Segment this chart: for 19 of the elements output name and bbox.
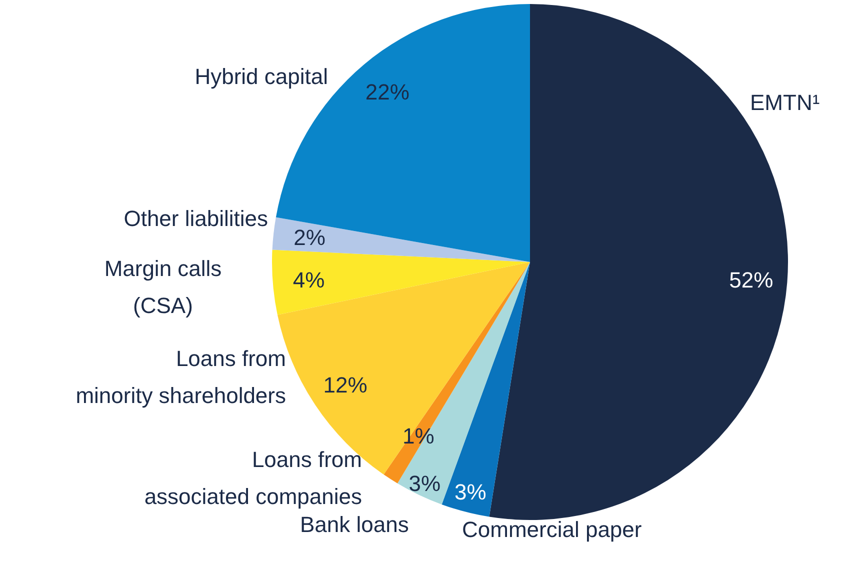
data-label: 4%	[292, 267, 325, 292]
data-label: 22%	[365, 80, 410, 105]
slice-label: Loans from associated companies	[144, 447, 362, 509]
slice-label: Hybrid capital	[194, 64, 328, 89]
data-label: 3%	[408, 471, 441, 496]
data-label: 3%	[454, 479, 486, 504]
pie-slice	[272, 217, 530, 262]
slice-label: Commercial paper	[462, 517, 642, 542]
data-label: 52%	[729, 267, 774, 292]
slice-label: Loans from minority shareholders	[76, 346, 286, 408]
pie-slice	[397, 262, 530, 504]
data-label: 12%	[323, 372, 368, 398]
pie-slice	[272, 250, 530, 315]
slice-label: Margin calls (CSA)	[104, 256, 222, 318]
pie-slice	[442, 262, 530, 517]
slice-label: Bank loans	[300, 512, 409, 537]
data-label: 2%	[294, 225, 326, 250]
slice-label: Other liabilities	[124, 206, 268, 231]
slice-label: EMTN¹	[750, 90, 820, 115]
